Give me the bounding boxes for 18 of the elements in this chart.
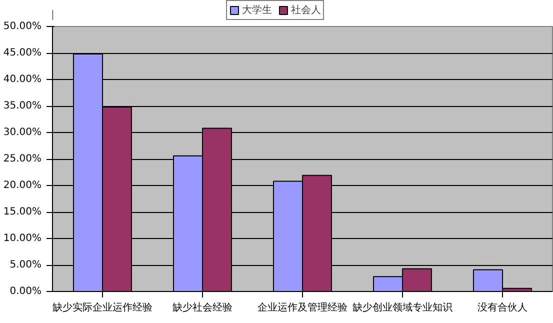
y-tick-label: 50.00% (3, 21, 42, 32)
y-tick-label: 15.00% (3, 206, 42, 218)
x-tick-label: 缺少实际企业运作经验 (52, 302, 152, 314)
x-tick-label: 企业运作及管理经验 (258, 302, 348, 314)
y-tick-label: 45.00% (3, 48, 42, 58)
y-tick-label: 0.00% (10, 286, 42, 297)
y-tick-label: 30.00% (3, 127, 42, 138)
x-tick-label: 缺少社会经验 (172, 302, 232, 314)
legend-label: 大学生 (242, 4, 272, 17)
y-tick-label: 35.00% (3, 100, 42, 112)
y-tick-label: 5.00% (10, 260, 42, 270)
y-tick-label: 10.00% (3, 233, 42, 244)
y-tick-label: 25.00% (3, 154, 42, 164)
y-tick-label: 40.00% (3, 74, 42, 85)
y-tick-label: 20.00% (3, 180, 42, 191)
legend-label: 社会人 (290, 4, 321, 17)
x-tick-label: 缺少创业领域专业知识 (352, 302, 452, 314)
x-tick-label: 没有合伙人 (478, 302, 528, 314)
